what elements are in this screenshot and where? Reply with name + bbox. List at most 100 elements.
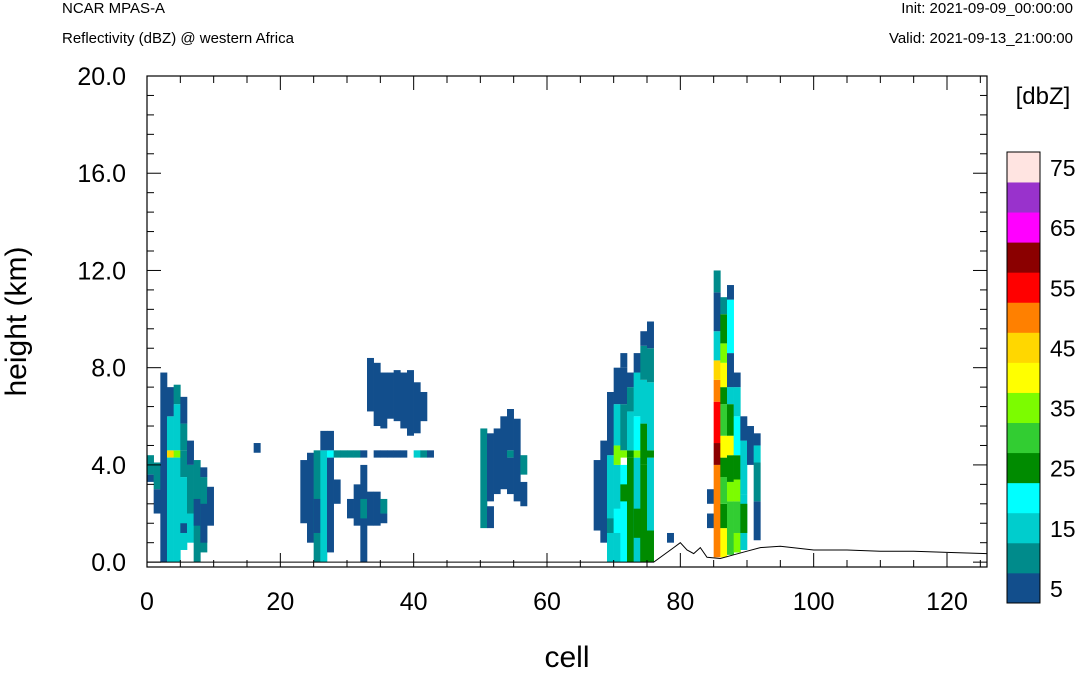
reflectivity-cell: [607, 455, 614, 563]
x-tick-label: 0: [140, 588, 154, 616]
reflectivity-cell: [333, 450, 341, 458]
reflectivity-cell: [727, 387, 734, 405]
reflectivity-cell: [347, 450, 354, 458]
reflectivity-cell: [320, 430, 328, 451]
y-tick-label: 8.0: [91, 355, 126, 383]
reflectivity-cell: [633, 450, 641, 458]
reflectivity-cell: [520, 481, 528, 507]
reflectivity-cell: [600, 440, 608, 543]
reflectivity-cell: [620, 484, 628, 502]
reflectivity-cell: [153, 462, 161, 490]
reflectivity-cell: [627, 387, 634, 412]
reflectivity-cell: [487, 433, 494, 502]
reflectivity-cell: [707, 489, 714, 504]
reflectivity-cell: [173, 450, 181, 458]
reflectivity-cell: [713, 270, 721, 293]
reflectivity-cell: [360, 450, 368, 458]
reflectivity-cell: [500, 416, 508, 490]
reflectivity-cell: [400, 372, 408, 429]
reflectivity-cell: [727, 455, 734, 482]
reflectivity-cell: [727, 435, 734, 456]
reflectivity-cell: [187, 440, 194, 465]
reflectivity-cell: [607, 518, 614, 533]
reflectivity-cell: [207, 486, 214, 526]
reflectivity-cell: [327, 450, 334, 458]
colorbar-label: 55: [1050, 275, 1076, 301]
colorbar-swatch: [1007, 362, 1040, 393]
reflectivity-cell: [727, 404, 734, 436]
reflectivity-cell: [753, 433, 761, 446]
reflectivity-cell: [513, 418, 521, 502]
y-tick-label: 0.0: [91, 549, 126, 577]
reflectivity-cell: [613, 367, 621, 405]
colorbar-swatch: [1007, 572, 1040, 604]
reflectivity-cell: [713, 292, 721, 332]
reflectivity-cell: [633, 372, 641, 417]
reflectivity-cell: [647, 348, 654, 383]
reflectivity-cell: [720, 435, 728, 458]
reflectivity-cell: [640, 532, 648, 563]
reflectivity-cell: [367, 357, 374, 412]
reflectivity-cell: [420, 391, 428, 422]
reflectivity-cell: [180, 523, 188, 533]
reflectivity-cell: [427, 450, 434, 458]
colorbar-frame: [1006, 151, 1041, 604]
reflectivity-cell: [620, 450, 628, 458]
colorbar-label: 65: [1050, 215, 1076, 241]
reflectivity-cell: [713, 443, 721, 465]
reflectivity-cell: [713, 331, 721, 361]
reflectivity-cell: [740, 440, 748, 495]
colorbar-swatch: [1007, 542, 1040, 574]
reflectivity-cell: [180, 450, 188, 478]
reflectivity-cell: [380, 513, 388, 524]
colorbar-label: 25: [1050, 456, 1076, 482]
reflectivity-cell: [720, 404, 728, 436]
reflectivity-cell: [173, 384, 181, 405]
reflectivity-cell: [627, 372, 634, 388]
reflectivity-cell: [753, 501, 761, 541]
colorbar-swatch: [1007, 392, 1040, 423]
reflectivity-cell: [720, 503, 728, 529]
reflectivity-cell: [320, 450, 328, 563]
x-tick-label: 40: [400, 588, 428, 616]
reflectivity-cell: [167, 457, 174, 563]
colorbar-swatch: [1007, 422, 1040, 454]
reflectivity-cell: [613, 508, 621, 533]
reflectivity-cell: [313, 498, 321, 533]
reflectivity-cell: [593, 460, 601, 531]
reflectivity-cell: [733, 372, 741, 388]
reflectivity-cell: [507, 409, 514, 451]
reflectivity-cell: [180, 423, 188, 451]
reflectivity-cell: [193, 498, 201, 526]
reflectivity-cell: [727, 285, 734, 300]
x-tick-label: 120: [926, 588, 968, 616]
reflectivity-cell: [647, 321, 654, 349]
reflectivity-cell: [640, 423, 648, 465]
terrain-line: [147, 542, 988, 563]
reflectivity-cell: [720, 362, 728, 388]
reflectivity-cell: [633, 416, 641, 451]
reflectivity-cell: [640, 345, 648, 380]
reflectivity-cell: [647, 382, 654, 451]
reflectivity-cell: [147, 474, 154, 482]
reflectivity-cell: [753, 445, 761, 463]
reflectivity-cell: [353, 450, 361, 458]
colorbar-swatch: [1007, 212, 1040, 243]
reflectivity-cell: [713, 379, 721, 402]
x-axis: 0 20 40 60 80 100 120: [140, 76, 981, 616]
y-tick-label: 16.0: [77, 160, 126, 188]
reflectivity-cell: [200, 467, 208, 478]
reflectivity-cell: [400, 450, 408, 458]
colorbar-title: [dbZ]: [1016, 83, 1071, 110]
reflectivity-cell: [373, 362, 381, 427]
reflectivity-cell: [160, 372, 168, 563]
reflectivity-cell: [667, 532, 674, 543]
reflectivity-cell: [720, 528, 728, 558]
x-tick-label: 60: [533, 588, 561, 616]
reflectivity-cell: [627, 450, 634, 458]
reflectivity-cell: [620, 404, 628, 451]
y-tick-label: 4.0: [91, 452, 126, 480]
reflectivity-cell: [487, 506, 494, 529]
colorbar: 5 15 25 35 45 55 65 75: [1006, 151, 1076, 604]
reflectivity-cell: [327, 430, 334, 451]
